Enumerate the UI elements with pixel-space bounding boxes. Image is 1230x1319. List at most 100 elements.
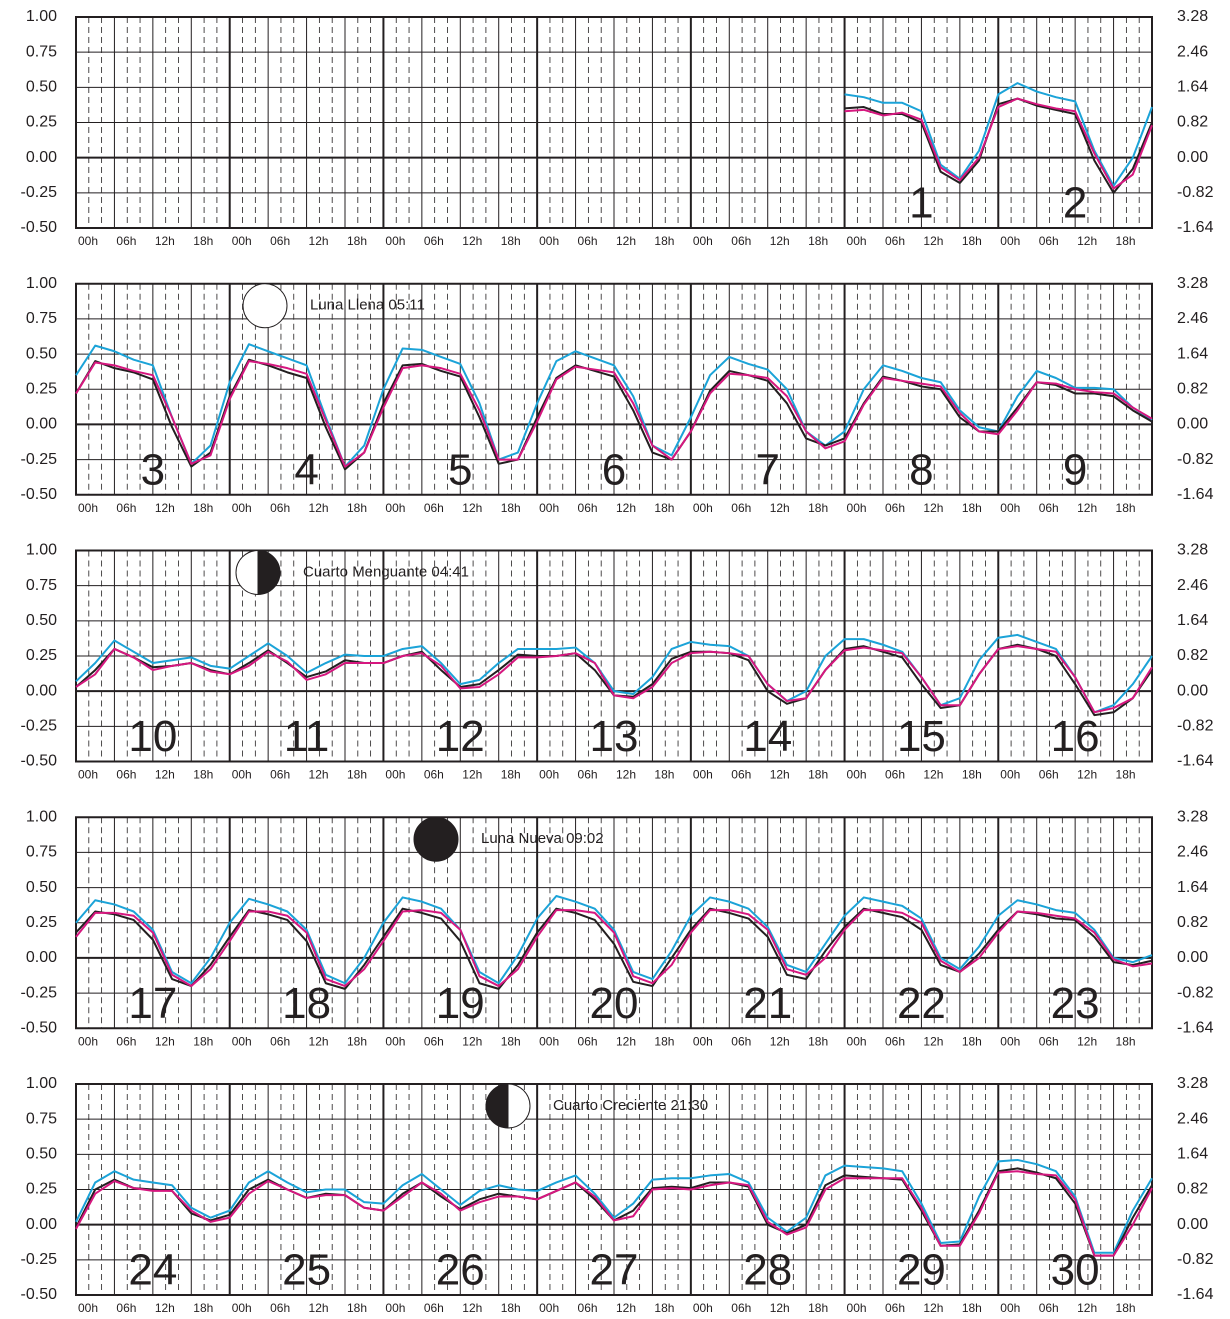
x-tick-label: 06h <box>731 501 751 515</box>
x-tick-label: 18h <box>654 768 674 782</box>
moon-shade <box>258 550 280 595</box>
moon-phase-label: Luna Llena 05:11 <box>310 297 425 314</box>
x-tick-label: 18h <box>962 234 982 248</box>
x-tick-label: 00h <box>232 1301 252 1315</box>
y-tick-label: 0.50 <box>26 79 57 96</box>
y2-tick-label: 0.82 <box>1177 380 1208 397</box>
y-tick-label: 0.00 <box>26 416 57 433</box>
y2-tick-label: 2.46 <box>1177 577 1208 594</box>
y2-tick-label: 3.28 <box>1177 808 1208 825</box>
y2-tick-label: 1.64 <box>1177 345 1208 362</box>
y-tick-label: 0.50 <box>26 612 57 629</box>
y-tick-label: 0.50 <box>26 879 57 896</box>
x-tick-label: 12h <box>1077 1301 1097 1315</box>
day-label: 8 <box>909 445 933 494</box>
x-tick-label: 18h <box>347 768 367 782</box>
y2-tick-label: -0.82 <box>1177 451 1214 468</box>
x-tick-label: 12h <box>923 1034 943 1048</box>
x-tick-label: 18h <box>654 1301 674 1315</box>
y2-tick-label: 0.82 <box>1177 647 1208 664</box>
tide-line <box>75 360 1153 468</box>
x-tick-label: 12h <box>1077 768 1097 782</box>
y-tick-label: 0.50 <box>26 345 57 362</box>
y2-tick-label: 3.28 <box>1177 1075 1208 1092</box>
y2-tick-label: 0.00 <box>1177 949 1208 966</box>
x-tick-label: 06h <box>424 1301 444 1315</box>
x-tick-label: 06h <box>885 1301 905 1315</box>
tide-line <box>75 909 1153 988</box>
moon-phase-label: Cuarto Creciente 21:30 <box>553 1097 708 1114</box>
x-tick-label: 06h <box>424 1034 444 1048</box>
x-tick-label: 06h <box>116 1301 136 1315</box>
x-tick-label: 18h <box>193 234 213 248</box>
x-tick-label: 18h <box>193 1301 213 1315</box>
x-tick-label: 18h <box>1116 768 1136 782</box>
day-label: 22 <box>897 979 946 1028</box>
x-tick-label: 00h <box>539 1034 559 1048</box>
x-tick-label: 00h <box>693 1034 713 1048</box>
x-tick-label: 18h <box>501 1301 521 1315</box>
tide-panel: 00h 06h 12h 18h 00h 06h 12h 18h 00h 06h 12h 18h 00h 0… <box>21 275 1214 515</box>
day-label: 18 <box>282 979 331 1028</box>
x-tick-label: 00h <box>1000 501 1020 515</box>
y2-tick-label: 0.00 <box>1177 416 1208 433</box>
tide-line <box>75 1158 1153 1254</box>
x-tick-label: 06h <box>270 234 290 248</box>
x-tick-label: 12h <box>155 1034 175 1048</box>
x-tick-label: 00h <box>847 1301 867 1315</box>
x-tick-label: 12h <box>770 1301 790 1315</box>
day-label: 3 <box>141 445 165 494</box>
day-label: 25 <box>282 1246 331 1295</box>
day-label: 20 <box>590 979 639 1028</box>
tide-line <box>844 82 1153 187</box>
x-tick-label: 06h <box>1039 501 1059 515</box>
y2-tick-label: 0.82 <box>1177 114 1208 131</box>
y2-tick-label: 3.28 <box>1177 8 1208 25</box>
x-tick-label: 18h <box>962 768 982 782</box>
tide-line <box>844 97 1153 190</box>
x-tick-label: 12h <box>462 501 482 515</box>
x-tick-label: 00h <box>847 501 867 515</box>
y-tick-label: 0.25 <box>26 647 57 664</box>
x-tick-label: 12h <box>155 501 175 515</box>
x-tick-label: 18h <box>347 1034 367 1048</box>
y2-tick-label: -0.82 <box>1177 984 1214 1001</box>
x-tick-label: 18h <box>808 501 828 515</box>
x-tick-label: 12h <box>770 1034 790 1048</box>
y-tick-label: -0.50 <box>21 1019 58 1036</box>
x-tick-label: 12h <box>309 768 329 782</box>
x-tick-label: 06h <box>578 1301 598 1315</box>
tide-panel: 00h 06h 12h 18h 00h 06h 12h 18h 00h 06h 12h 18h 00h 0… <box>21 8 1214 248</box>
y-tick-label: 1.00 <box>26 1075 57 1092</box>
day-label: 23 <box>1051 979 1100 1028</box>
y2-tick-label: 0.00 <box>1177 1216 1208 1233</box>
y-tick-label: 0.75 <box>26 1110 57 1127</box>
x-tick-label: 12h <box>770 234 790 248</box>
x-tick-label: 00h <box>385 768 405 782</box>
tide-line <box>75 1170 1153 1257</box>
x-tick-label: 18h <box>808 1034 828 1048</box>
x-tick-label: 00h <box>539 234 559 248</box>
moon-icon <box>413 816 459 862</box>
x-tick-label: 06h <box>1039 768 1059 782</box>
moon-phase-label: Cuarto Menguante 04:41 <box>303 563 469 580</box>
moon-shade <box>486 1084 508 1128</box>
y2-tick-label: 2.46 <box>1177 43 1208 60</box>
y2-tick-label: -1.64 <box>1177 1286 1214 1303</box>
day-label: 4 <box>294 445 318 494</box>
day-label: 13 <box>590 712 639 761</box>
day-label: 1 <box>909 179 933 228</box>
x-tick-label: 12h <box>923 1301 943 1315</box>
y-tick-label: -0.25 <box>21 984 58 1001</box>
y2-tick-label: 1.64 <box>1177 79 1208 96</box>
x-tick-label: 18h <box>193 768 213 782</box>
y-tick-label: -0.25 <box>21 451 58 468</box>
x-tick-label: 18h <box>1116 1034 1136 1048</box>
x-tick-label: 00h <box>693 768 713 782</box>
x-tick-label: 00h <box>232 768 252 782</box>
x-tick-label: 06h <box>578 501 598 515</box>
x-tick-label: 06h <box>578 768 598 782</box>
x-tick-label: 06h <box>885 501 905 515</box>
day-label: 15 <box>897 712 946 761</box>
